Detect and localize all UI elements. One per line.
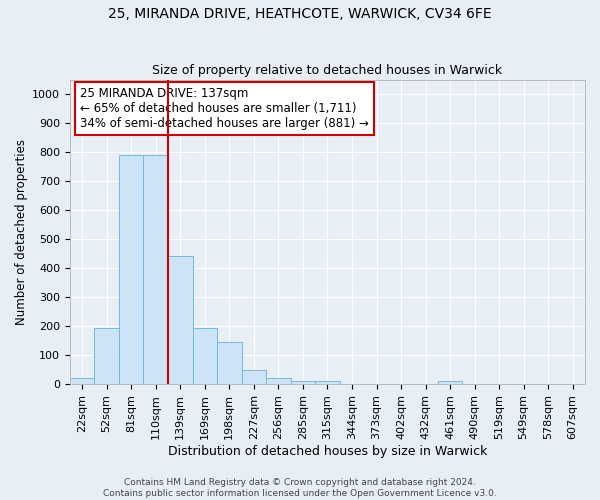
Text: Contains HM Land Registry data © Crown copyright and database right 2024.
Contai: Contains HM Land Registry data © Crown c… bbox=[103, 478, 497, 498]
Bar bbox=[217, 342, 242, 384]
Bar bbox=[290, 380, 315, 384]
Y-axis label: Number of detached properties: Number of detached properties bbox=[15, 139, 28, 325]
Bar bbox=[94, 328, 119, 384]
Bar bbox=[143, 155, 168, 384]
Text: 25, MIRANDA DRIVE, HEATHCOTE, WARWICK, CV34 6FE: 25, MIRANDA DRIVE, HEATHCOTE, WARWICK, C… bbox=[108, 8, 492, 22]
Title: Size of property relative to detached houses in Warwick: Size of property relative to detached ho… bbox=[152, 64, 503, 77]
Bar bbox=[242, 370, 266, 384]
Bar bbox=[193, 328, 217, 384]
Bar bbox=[315, 380, 340, 384]
X-axis label: Distribution of detached houses by size in Warwick: Distribution of detached houses by size … bbox=[168, 444, 487, 458]
Text: 25 MIRANDA DRIVE: 137sqm
← 65% of detached houses are smaller (1,711)
34% of sem: 25 MIRANDA DRIVE: 137sqm ← 65% of detach… bbox=[80, 87, 369, 130]
Bar bbox=[168, 256, 193, 384]
Bar bbox=[70, 378, 94, 384]
Bar bbox=[266, 378, 290, 384]
Bar bbox=[119, 155, 143, 384]
Bar bbox=[438, 381, 463, 384]
